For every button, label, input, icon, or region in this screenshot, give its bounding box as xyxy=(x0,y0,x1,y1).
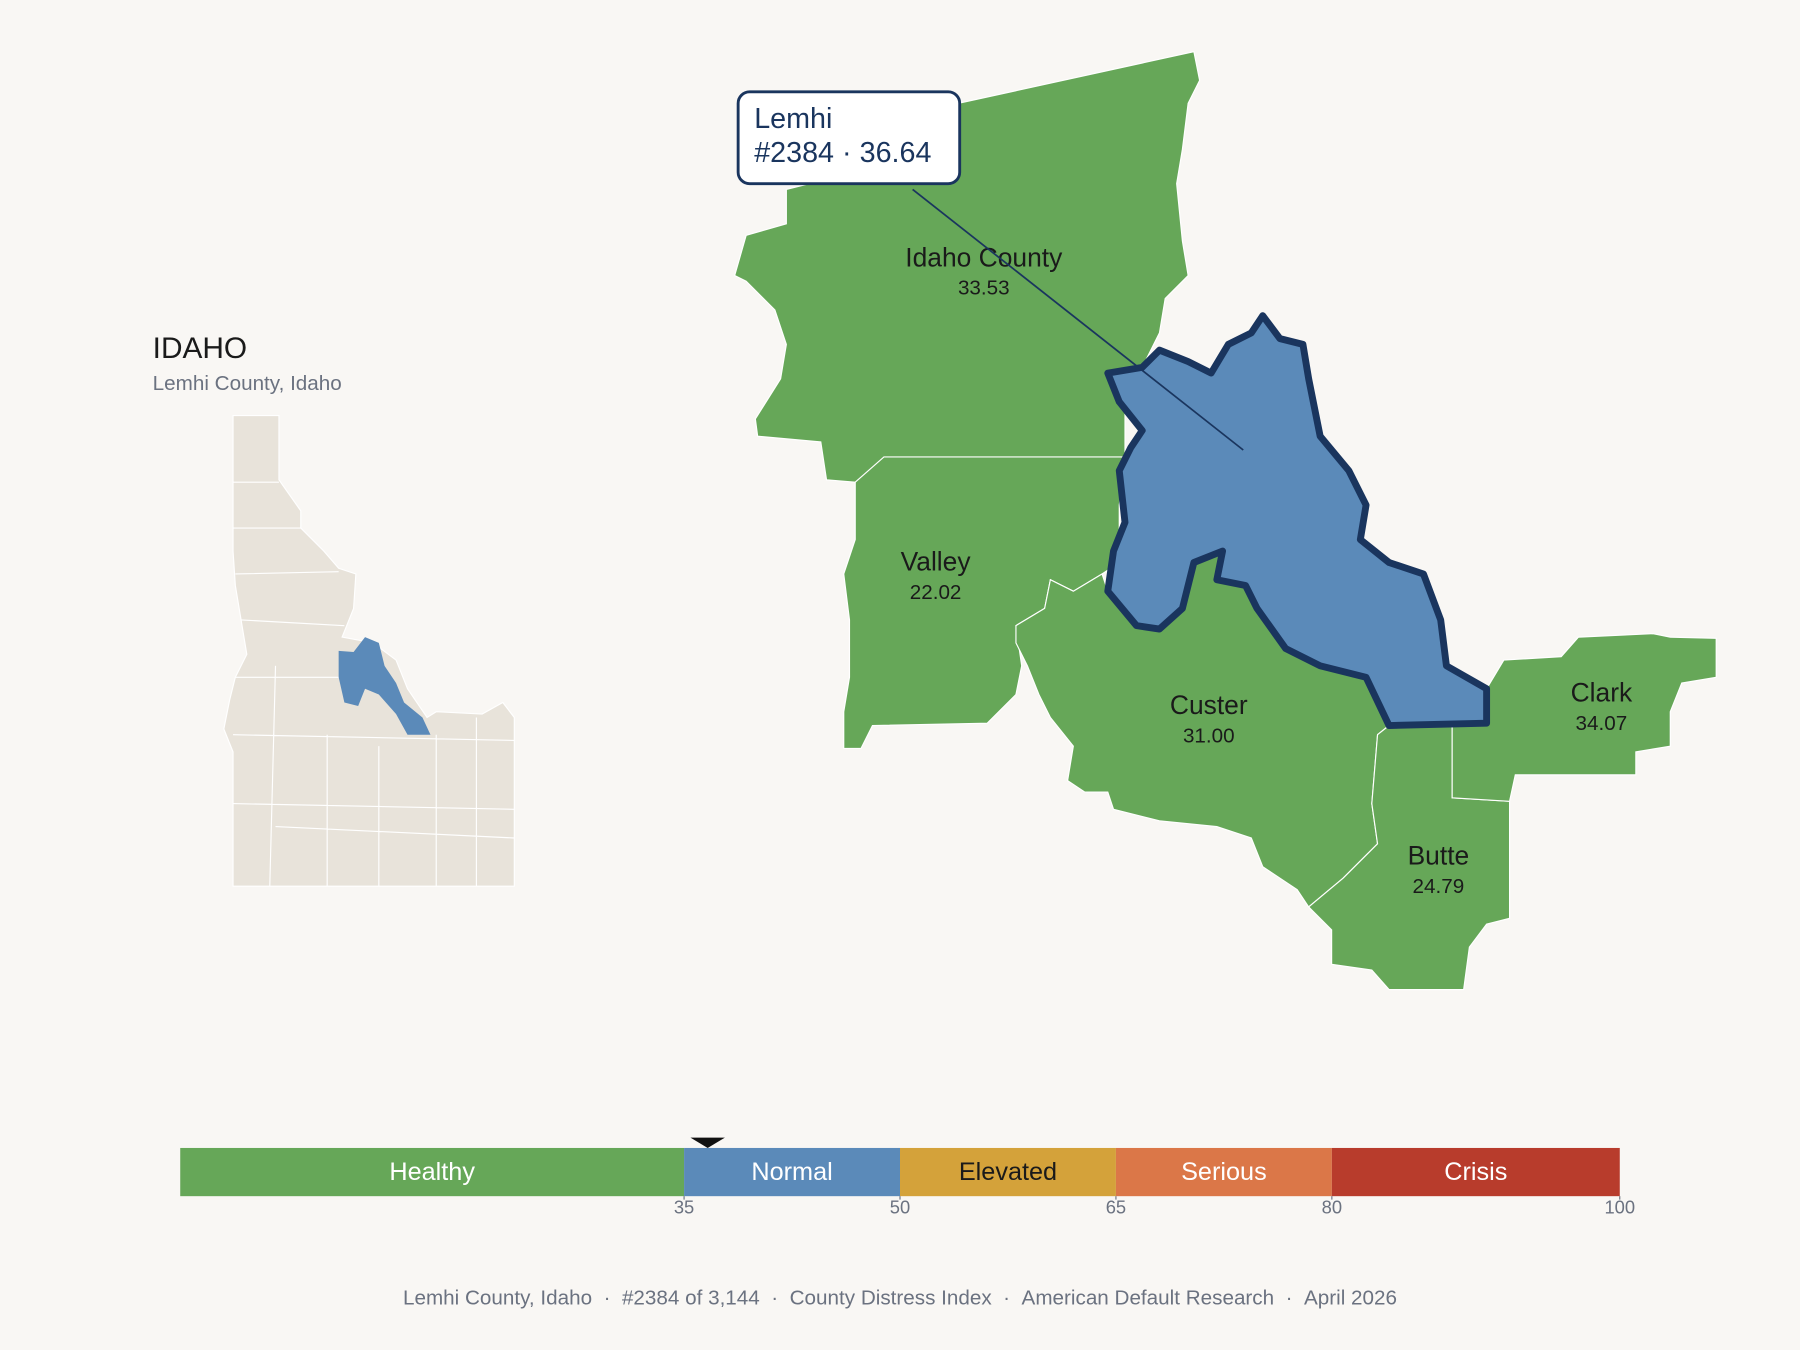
scale-band xyxy=(1115,1147,1332,1197)
scale-band-label: Serious xyxy=(1181,1158,1267,1186)
tooltip-name: Lemhi xyxy=(754,103,832,135)
county-value: 33.53 xyxy=(958,277,1010,300)
footer-item: County Distress Index xyxy=(790,1287,993,1310)
county-name: Butte xyxy=(1408,840,1470,870)
scale-band xyxy=(684,1147,900,1197)
county-name: Idaho County xyxy=(905,242,1063,272)
score-marker xyxy=(690,1137,725,1148)
footer-item: Lemhi County, Idaho xyxy=(403,1287,592,1310)
county-name: Custer xyxy=(1170,690,1248,720)
scale-tick-label: 50 xyxy=(890,1197,910,1218)
scale-band-label: Crisis xyxy=(1444,1158,1507,1186)
county-value: 22.02 xyxy=(910,581,962,604)
state-title: IDAHO xyxy=(153,332,247,365)
state-inset xyxy=(223,414,515,887)
footer-item: American Default Research xyxy=(1022,1287,1275,1310)
footer-separator: · xyxy=(1286,1287,1293,1310)
footer-separator: · xyxy=(1003,1287,1010,1310)
county-value: 24.79 xyxy=(1413,875,1465,898)
scale-band xyxy=(900,1147,1116,1197)
county-value: 31.00 xyxy=(1183,724,1235,747)
footer: Lemhi County, Idaho · #2384 of 3,144 · Count… xyxy=(403,1287,1397,1310)
scale-tick-label: 100 xyxy=(1604,1197,1635,1218)
footer-item: April 2026 xyxy=(1304,1287,1397,1310)
tooltip-detail: #2384 · 36.64 xyxy=(754,136,931,168)
tooltip-score: 36.64 xyxy=(860,136,932,168)
scale-tick-label: 65 xyxy=(1106,1197,1126,1218)
scale-band xyxy=(180,1147,685,1197)
county-name: Clark xyxy=(1571,677,1633,707)
tooltip-separator: · xyxy=(842,136,852,168)
scale-tick-label: 35 xyxy=(674,1197,694,1218)
county-name: Valley xyxy=(901,547,972,577)
state-subtitle: Lemhi County, Idaho xyxy=(153,372,342,395)
county-shape[interactable] xyxy=(1451,633,1717,802)
county-value: 34.07 xyxy=(1576,712,1628,735)
footer-separator: · xyxy=(771,1287,778,1310)
scale-band-label: Healthy xyxy=(389,1158,475,1186)
scale-tick-label: 80 xyxy=(1322,1197,1342,1218)
footer-separator: · xyxy=(604,1287,611,1310)
tooltip-box xyxy=(736,90,962,186)
inset-selected-county xyxy=(338,637,431,735)
tooltip-rank: #2384 xyxy=(754,136,834,168)
scale-band xyxy=(1331,1147,1620,1197)
scale-band-label: Normal xyxy=(751,1158,832,1186)
scale-band-label: Elevated xyxy=(959,1158,1057,1186)
tooltip-leader xyxy=(912,188,1244,451)
footer-item: #2384 of 3,144 xyxy=(622,1287,760,1310)
county-lines xyxy=(233,481,515,887)
